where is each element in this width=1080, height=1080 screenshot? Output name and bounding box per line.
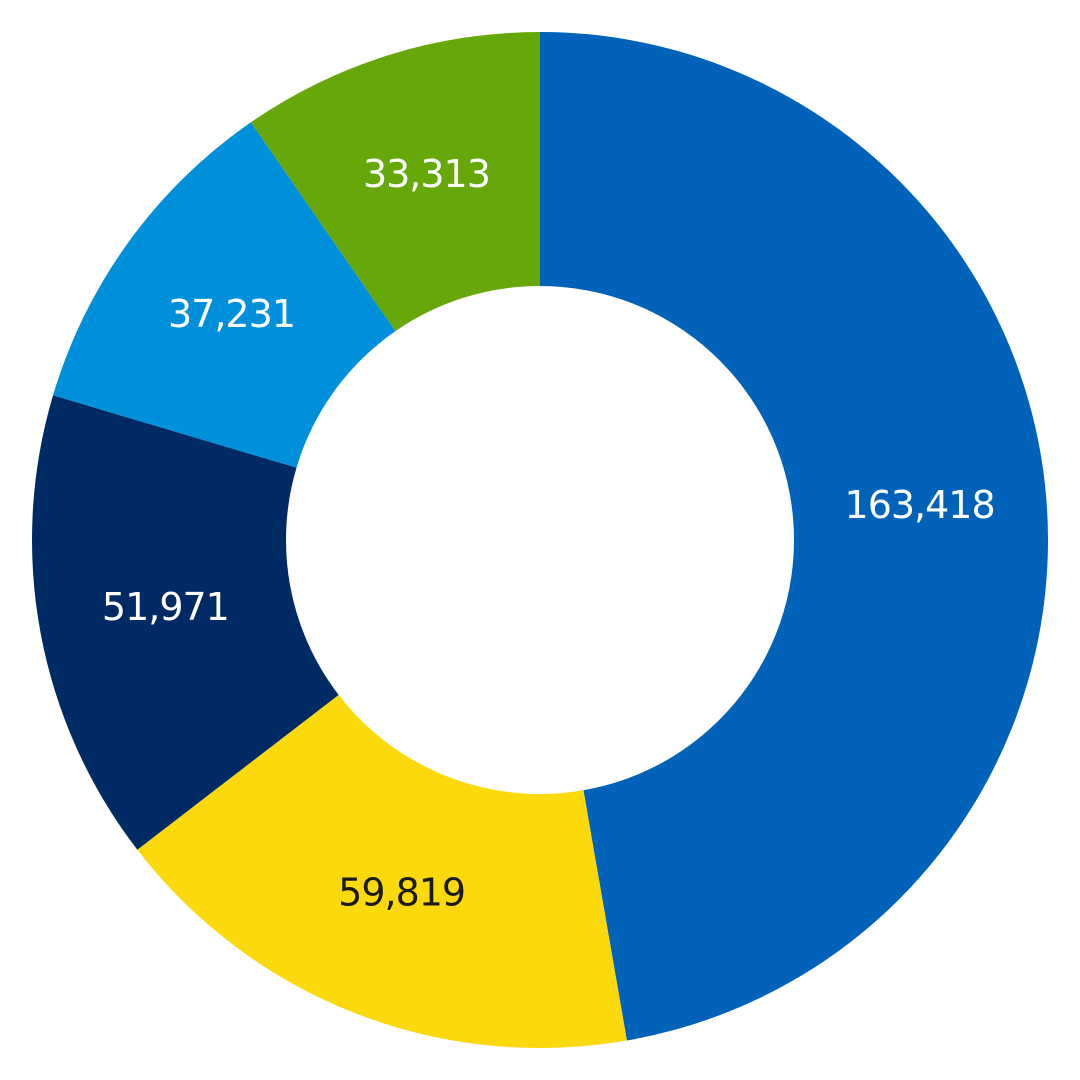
donut-slice-3	[31, 395, 339, 850]
donut-slice-2	[137, 694, 627, 1048]
slice-value-label-2: 59,819	[338, 870, 465, 914]
slice-value-label-5: 33,313	[363, 152, 490, 196]
slice-value-label-3: 51,971	[102, 585, 229, 629]
donut-slices	[31, 32, 1049, 1048]
slice-value-label-4: 37,231	[168, 292, 295, 336]
slice-value-label-1: 163,418	[845, 483, 995, 527]
donut-slice-1	[540, 32, 1049, 1041]
donut-slice-5	[250, 32, 541, 332]
donut-slice-4	[53, 122, 396, 468]
donut-labels: 163,418 59,819 51,971 37,231 33,313	[102, 152, 996, 915]
